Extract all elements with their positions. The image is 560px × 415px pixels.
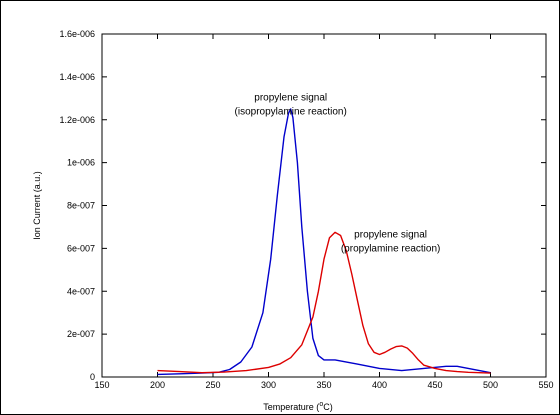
y-tick-label: 0	[90, 372, 95, 382]
plot-area-border	[101, 33, 547, 378]
annotation-line: propylene signal	[354, 230, 427, 241]
x-tick-label: 450	[427, 380, 442, 390]
x-tick-label: 200	[150, 380, 165, 390]
x-tick-label: 500	[483, 380, 498, 390]
y-tick-label: 2e-007	[67, 329, 95, 339]
annotation-line: (propylamine reaction)	[341, 244, 441, 255]
y-tick-label: 1.2e-006	[59, 115, 95, 125]
y-tick-label: 8e-007	[67, 201, 95, 211]
annotation-2: propylene signal (propylamine reaction)	[341, 230, 441, 255]
x-tick-label: 550	[538, 380, 553, 390]
y-axis-label: Ion Current (a.u.)	[32, 171, 42, 240]
x-tick-label: 150	[94, 380, 109, 390]
x-tick-label: 250	[205, 380, 220, 390]
x-axis-label: Temperature (oC)	[263, 401, 332, 412]
series-line-2	[157, 231, 491, 374]
x-tick-label: 400	[372, 380, 387, 390]
x-tick-label: 300	[261, 380, 276, 390]
y-tick-label: 1.6e-006	[59, 29, 95, 39]
annotation-line: propylene signal	[254, 92, 327, 103]
series-line-1	[157, 108, 491, 376]
y-tick-label: 4e-007	[67, 286, 95, 296]
annotation-line: (isopropylamine reaction)	[235, 106, 347, 117]
annotation-1: propylene signal (isopropylamine reaction…	[235, 92, 347, 117]
y-tick-label: 1e-006	[67, 158, 95, 168]
y-tick-label: 1.4e-006	[59, 72, 95, 82]
x-tick-label: 350	[316, 380, 331, 390]
y-tick-label: 6e-007	[67, 243, 95, 253]
